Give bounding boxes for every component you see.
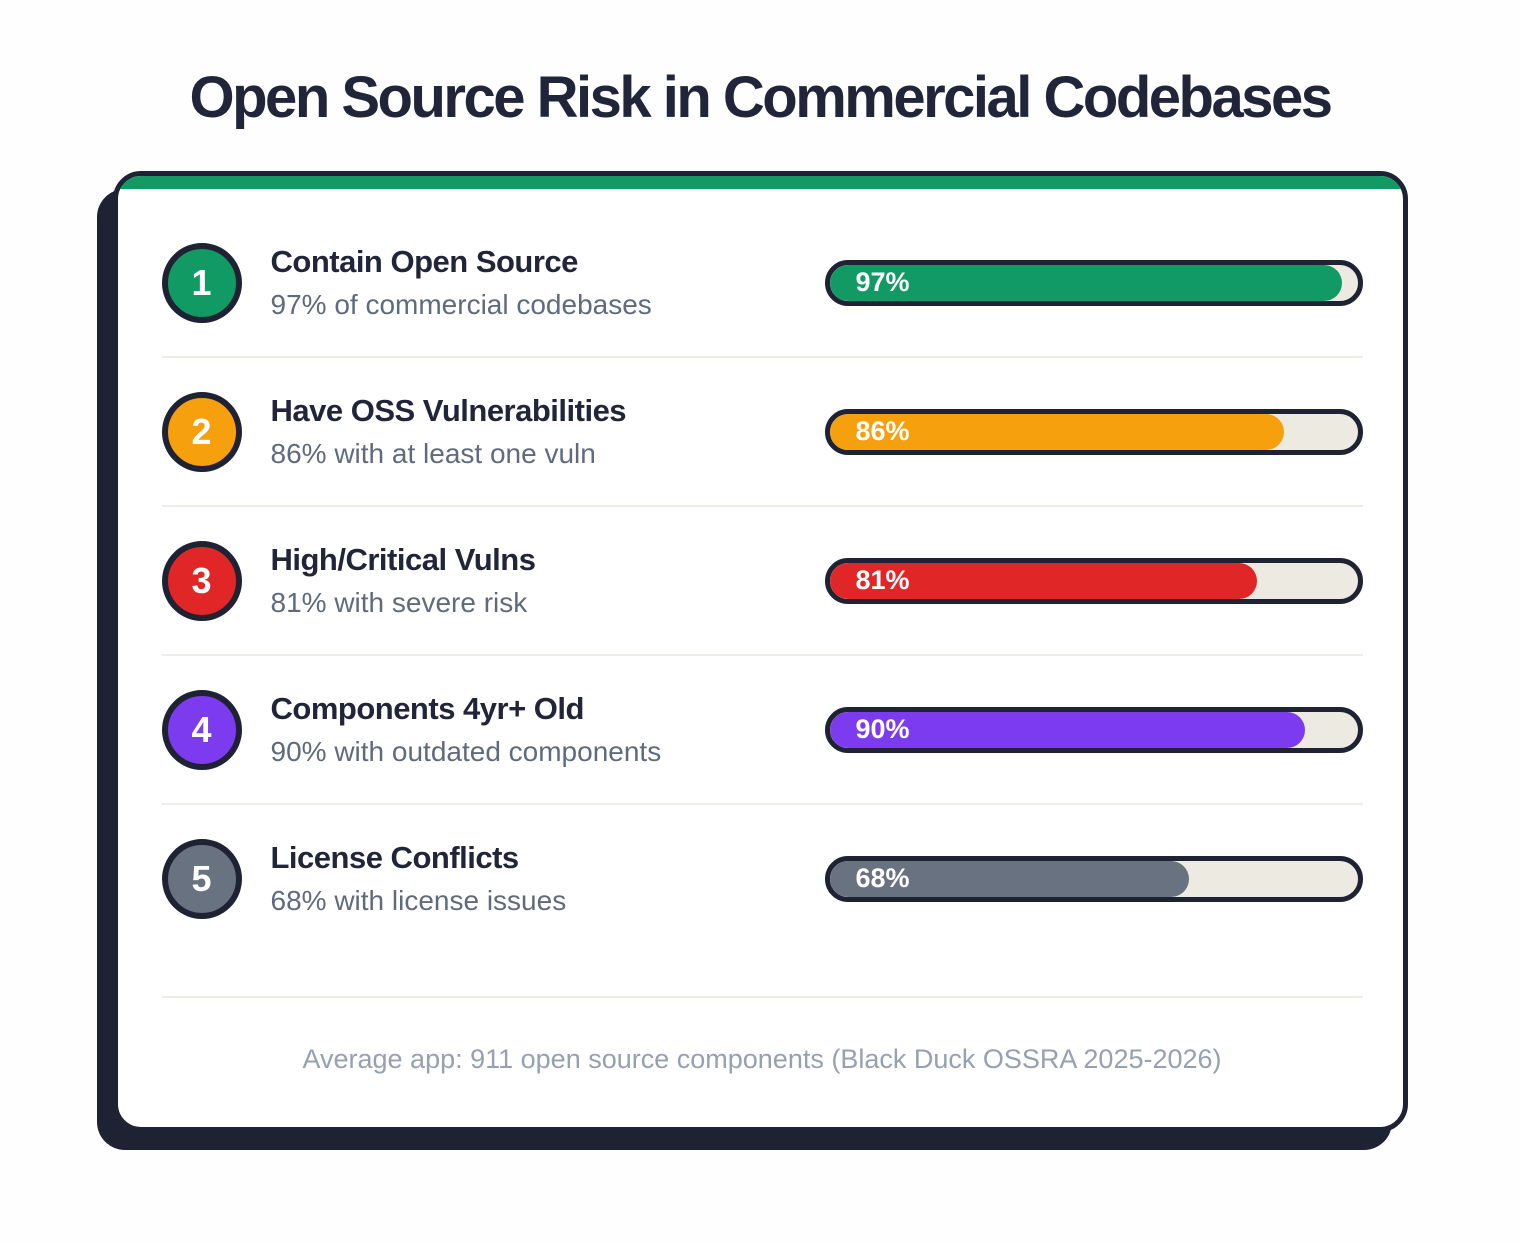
progress-fill: 86% <box>829 413 1284 450</box>
progress-bar: 81% <box>824 557 1363 604</box>
progress-bar: 68% <box>824 855 1363 902</box>
row-title: Components 4yr+ Old <box>270 691 585 726</box>
row-divider <box>161 803 1363 805</box>
progress-fill: 68% <box>829 860 1189 897</box>
accent-strip <box>117 176 1403 189</box>
row-subtitle: 68% with license issues <box>270 885 567 916</box>
progress-label: 86% <box>855 416 910 446</box>
footer-note: Average app: 911 open source components … <box>302 1044 1222 1074</box>
progress-fill: 81% <box>829 562 1258 599</box>
row-text: License Conflicts 68% with license issue… <box>242 840 825 917</box>
page-title: Open Source Risk in Commercial Codebases <box>189 65 1333 130</box>
row-text: Contain Open Source 97% of commercial co… <box>242 244 825 321</box>
card-content: 1 Contain Open Source 97% of commercial … <box>118 189 1403 1127</box>
stat-row-license-conflicts: 5 License Conflicts 68% with license iss… <box>161 805 1363 952</box>
row-title: Contain Open Source <box>270 244 579 279</box>
rank-number: 2 <box>191 410 212 452</box>
stat-row-oss-vulnerabilities: 2 Have OSS Vulnerabilities 86% with at l… <box>161 358 1363 505</box>
row-title: High/Critical Vulns <box>270 542 536 577</box>
progress-bar: 90% <box>824 706 1363 753</box>
rank-badge: 5 <box>161 838 242 919</box>
progress-bar: 97% <box>824 259 1363 306</box>
row-divider <box>161 654 1363 656</box>
progress-label: 68% <box>855 863 910 893</box>
progress-fill: 97% <box>829 264 1342 301</box>
row-divider <box>161 356 1363 358</box>
row-text: High/Critical Vulns 81% with severe risk <box>242 542 825 619</box>
row-text: Have OSS Vulnerabilities 86% with at lea… <box>242 393 825 470</box>
rank-number: 3 <box>191 559 212 601</box>
rank-badge: 2 <box>161 391 242 472</box>
progress-label: 81% <box>855 565 910 595</box>
row-title: Have OSS Vulnerabilities <box>270 393 627 428</box>
stat-row-high-critical-vulns: 3 High/Critical Vulns 81% with severe ri… <box>161 507 1363 654</box>
rank-badge: 3 <box>161 540 242 621</box>
stat-row-contain-open-source: 1 Contain Open Source 97% of commercial … <box>161 209 1363 356</box>
rank-number: 4 <box>191 708 212 750</box>
row-title: License Conflicts <box>270 840 520 875</box>
row-divider <box>161 505 1363 507</box>
row-subtitle: 86% with at least one vuln <box>270 438 596 469</box>
progress-bar: 86% <box>824 408 1363 455</box>
infographic-card: 1 Contain Open Source 97% of commercial … <box>112 171 1408 1132</box>
rank-number: 1 <box>191 261 212 303</box>
progress-label: 97% <box>855 267 910 297</box>
row-text: Components 4yr+ Old 90% with outdated co… <box>242 691 825 768</box>
row-subtitle: 90% with outdated components <box>270 736 662 767</box>
rank-number: 5 <box>191 857 212 899</box>
stat-row-components-old: 4 Components 4yr+ Old 90% with outdated … <box>161 656 1363 803</box>
progress-label: 90% <box>855 714 910 744</box>
row-subtitle: 81% with severe risk <box>270 587 528 618</box>
progress-fill: 90% <box>829 711 1305 748</box>
footer-divider <box>161 996 1363 998</box>
rank-badge: 4 <box>161 689 242 770</box>
row-subtitle: 97% of commercial codebases <box>270 289 652 320</box>
rank-badge: 1 <box>161 242 242 323</box>
